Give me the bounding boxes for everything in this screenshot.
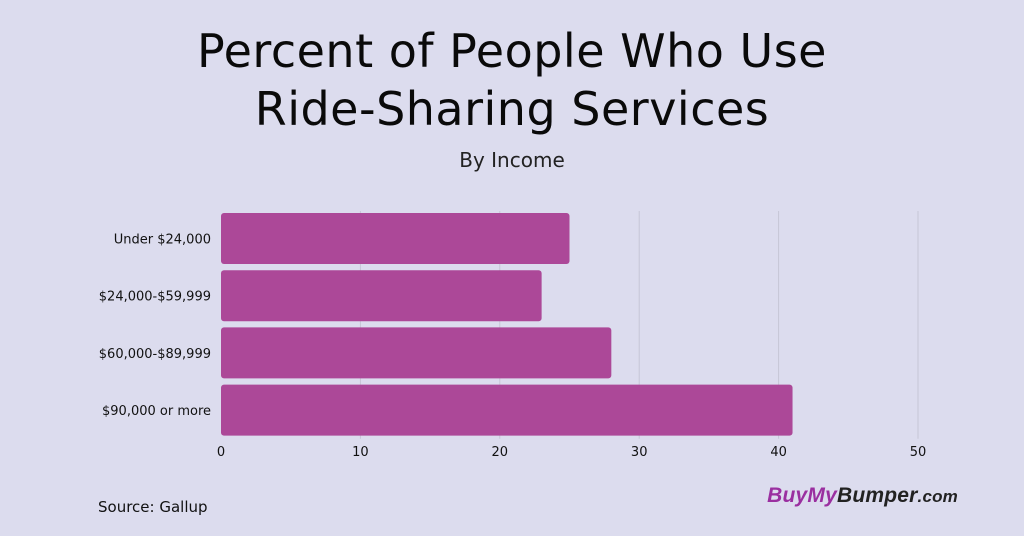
category-label: $90,000 or more (102, 404, 211, 419)
chart-title-line-1: Percent of People Who Use (197, 24, 827, 78)
x-tick-label: 10 (352, 445, 369, 460)
x-tick-label: 30 (631, 445, 648, 460)
chart-title: Percent of People Who Use Ride-Sharing S… (0, 22, 1024, 138)
bar (221, 270, 542, 322)
category-label: Under $24,000 (114, 233, 211, 248)
x-tick-label: 0 (217, 445, 225, 460)
source-note: Source: Gallup (98, 498, 208, 516)
category-label: $24,000-$59,999 (99, 290, 211, 305)
category-label: $60,000-$89,999 (99, 347, 211, 362)
bar (221, 213, 570, 264)
brand-logo-part-1: BuyMy (767, 484, 837, 507)
x-tick-label: 20 (492, 445, 509, 460)
chart-subtitle: By Income (459, 148, 565, 172)
x-tick-label: 40 (770, 445, 787, 460)
bar (221, 384, 793, 436)
chart-title-line-2: Ride-Sharing Services (254, 82, 770, 136)
brand-logo: BuyMyBumper.com (767, 484, 958, 508)
brand-logo-part-3: .com (917, 487, 958, 506)
brand-logo-part-2: Bumper (836, 484, 918, 507)
x-tick-label: 50 (910, 445, 927, 460)
bar (221, 327, 612, 379)
